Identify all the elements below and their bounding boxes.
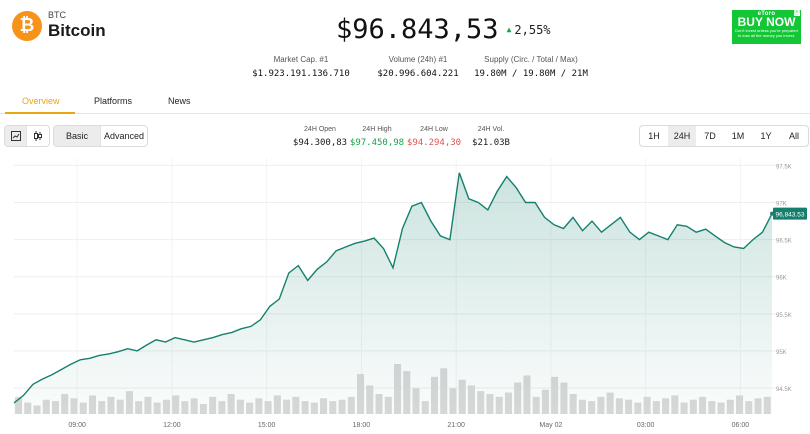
chart-type-toggle xyxy=(4,125,50,147)
ohlc-label: 24H Vol. xyxy=(477,126,505,133)
x-tick-label: 06:00 xyxy=(732,422,750,429)
current-price-tag-label: 96,843.53 xyxy=(776,212,805,219)
ohlc-low: 24H Low $94.294,30 xyxy=(406,126,462,148)
ad-cta: BUY NOW xyxy=(737,15,796,29)
price-change-value: 2,55% xyxy=(514,22,551,37)
mode-basic-button[interactable]: Basic xyxy=(54,126,101,146)
active-tab-indicator xyxy=(5,112,75,114)
y-tick-label: 97K xyxy=(776,202,787,208)
stat-value: $20.996.604.221 xyxy=(377,69,459,79)
time-range-selector: 1H 24H 7D 1M 1Y All xyxy=(639,125,809,147)
range-24h-button[interactable]: 24H xyxy=(668,126,696,146)
current-price: $96.843,53 xyxy=(336,14,499,45)
section-tabs: Overview Platforms News xyxy=(0,90,810,114)
range-7d-button[interactable]: 7D xyxy=(704,131,716,141)
ohlc-label: 24H High xyxy=(362,126,392,133)
coin-header: ₿ BTC Bitcoin xyxy=(12,10,106,41)
tab-news[interactable]: News xyxy=(168,96,191,106)
ohlc-high: 24H High $97.450,98 xyxy=(349,126,405,148)
stat-value: $1.923.191.136.710 xyxy=(252,69,350,79)
price-change: ▲ 2,55% xyxy=(507,23,551,37)
ohlc-label: 24H Open xyxy=(304,126,336,133)
stat-label: Supply (Circ. / Total / Max) xyxy=(484,55,578,64)
tab-overview[interactable]: Overview xyxy=(22,96,60,106)
stat-value: 19.80M / 19.80M / 21M xyxy=(474,69,588,79)
x-tick-label: 18:00 xyxy=(353,422,371,429)
ad-disclaimer: Don't invest unless you're prepared to l… xyxy=(735,28,798,38)
bitcoin-logo-icon: ₿ xyxy=(12,10,42,41)
stat-volume: Volume (24h) #1 $20.996.604.221 xyxy=(353,55,483,79)
chart-mode-toggle: Basic Advanced xyxy=(53,125,148,147)
y-tick-label: 95K xyxy=(776,350,787,356)
current-price-tag xyxy=(773,207,807,220)
candlestick-icon[interactable] xyxy=(27,126,49,146)
ad-brand: eToro xyxy=(757,11,776,17)
price-area-fill xyxy=(14,172,772,414)
ohlc-volume: 24H Vol. $21.03B xyxy=(463,126,519,148)
x-tick-label: 21:00 xyxy=(447,422,465,429)
triangle-up-icon: ▲ xyxy=(506,25,512,34)
range-all-button[interactable]: All xyxy=(788,131,799,141)
mode-advanced-button[interactable]: Advanced xyxy=(103,131,145,141)
stat-label: Volume (24h) #1 xyxy=(388,55,448,64)
price-row: $96.843,53 ▲ 2,55% xyxy=(336,14,551,45)
ohlc-value: $94.294,30 xyxy=(406,138,462,148)
y-tick-label: 97.5K xyxy=(776,164,792,170)
stat-supply: Supply (Circ. / Total / Max) 19.80M / 19… xyxy=(466,55,596,79)
coin-names: BTC Bitcoin xyxy=(48,10,106,41)
line-chart-icon[interactable] xyxy=(5,126,27,146)
y-tick-label: 95.5K xyxy=(776,313,792,319)
tab-platforms[interactable]: Platforms xyxy=(94,96,133,106)
range-1m-button[interactable]: 1M xyxy=(731,131,745,141)
advertisement-banner[interactable]: ⓧ eToro BUY NOW Don't invest unless you'… xyxy=(732,10,801,44)
price-line xyxy=(13,172,773,404)
x-tick-label: 12:00 xyxy=(163,422,181,429)
market-stats: Market Cap. #1 $1.923.191.136.710 Volume… xyxy=(0,55,810,85)
coin-symbol: BTC xyxy=(48,10,66,20)
chart-toolbar: Basic Advanced xyxy=(0,125,810,149)
x-tick-label: 09:00 xyxy=(68,422,86,429)
ohlc-value: $97.450,98 xyxy=(349,138,405,148)
stat-label: Market Cap. #1 xyxy=(273,55,329,64)
stat-market-cap: Market Cap. #1 $1.923.191.136.710 xyxy=(236,55,366,79)
x-tick-label: May 02 xyxy=(539,422,562,429)
y-tick-label: 94.5K xyxy=(776,387,792,393)
price-chart[interactable]: 97.5K 97K 96.5K 96K 95.5K 95K 94.5K 09:00 12:00… xyxy=(0,152,810,434)
range-1h-button[interactable]: 1H xyxy=(648,131,660,141)
x-tick-label: 15:00 xyxy=(258,422,276,429)
ohlc-value: $94.300,83 xyxy=(292,138,348,148)
y-tick-label: 96.5K xyxy=(776,239,792,245)
ohlc-label: 24H Low xyxy=(420,126,448,133)
ohlc-value: $21.03B xyxy=(472,138,510,148)
ohlc-open: 24H Open $94.300,83 xyxy=(292,126,348,148)
range-1y-button[interactable]: 1Y xyxy=(760,131,772,141)
coin-name: Bitcoin xyxy=(48,21,106,40)
y-tick-label: 96K xyxy=(776,276,787,282)
ad-close-icon[interactable]: ⓧ xyxy=(794,10,801,16)
x-tick-label: 03:00 xyxy=(637,422,655,429)
